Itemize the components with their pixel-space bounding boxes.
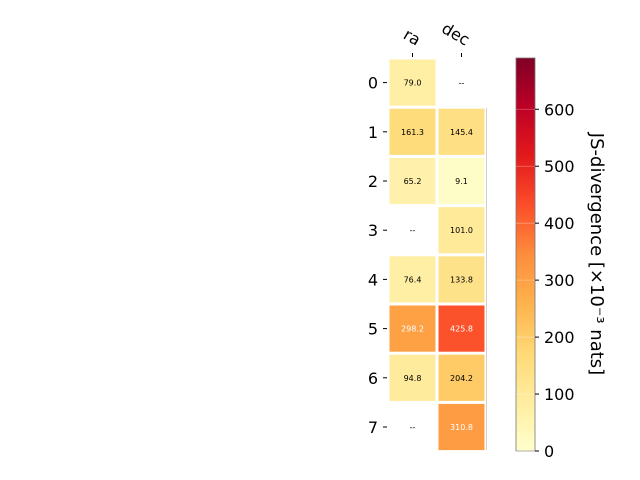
cell-missing-label: --	[410, 423, 416, 432]
heatmap-cell	[438, 207, 485, 254]
y-tick-label: 0	[368, 74, 378, 93]
cell-value-label: 133.8	[450, 275, 473, 284]
cell-value-label: 9.1	[455, 177, 468, 186]
heatmap-cell	[389, 59, 436, 106]
y-tick-label: 1	[368, 123, 378, 142]
heatmap-cell	[438, 108, 485, 155]
heatmap-cell	[438, 157, 485, 205]
cell-value-label: 76.4	[404, 275, 422, 284]
heatmap-cell	[389, 354, 436, 401]
y-tick-label: 2	[368, 172, 378, 191]
colorbar-ticks: 0 100 200 300 400 500 600	[516, 100, 575, 461]
heatmap-cell	[389, 256, 436, 303]
cell-value-label: 298.2	[401, 325, 424, 334]
colorbar: 0 100 200 300 400 500 600 JS-divergence [×10⁻³…	[515, 57, 607, 461]
colorbar-tick-label: 0	[544, 442, 554, 461]
colorbar-tick-label: 600	[544, 100, 575, 119]
y-axis: 0 1 2 3 4 5 6 7	[368, 74, 387, 437]
cell-missing-label: --	[459, 79, 465, 88]
x-axis: ra dec	[400, 19, 473, 57]
x-tick-label: dec	[439, 19, 473, 50]
y-tick-label: 6	[368, 369, 378, 388]
cell-value-label: 310.8	[450, 423, 473, 432]
cell-value-label: 94.8	[404, 374, 422, 383]
cell-value-label: 101.0	[450, 226, 473, 235]
heatmap-cell	[438, 354, 485, 401]
colorbar-label: JS-divergence [×10⁻³ nats]	[586, 132, 607, 375]
cell-value-label: 65.2	[404, 177, 422, 186]
cell-value-label: 204.2	[450, 374, 473, 383]
heatmap-cell	[438, 403, 485, 451]
heatmap-cell	[389, 305, 436, 352]
y-tick-label: 3	[368, 221, 378, 240]
heatmap-cell	[438, 256, 485, 303]
colorbar-tick-label: 400	[544, 214, 575, 233]
colorbar-gradient	[515, 57, 536, 452]
colorbar-tick-label: 500	[544, 157, 575, 176]
heatmap-cell	[389, 157, 436, 205]
y-tick-label: 7	[368, 418, 378, 437]
heatmap-cell	[438, 305, 485, 352]
cell-missing-label: --	[410, 226, 416, 235]
x-tick-label: ra	[400, 25, 424, 50]
colorbar-tick-label: 300	[544, 271, 575, 290]
heatmap-cells: 79.0 -- 161.3 145.4 65.2 9.1 -- 101.0 76.4 133.8 2…	[389, 59, 485, 451]
colorbar-tick-label: 200	[544, 328, 575, 347]
colorbar-tick-label: 100	[544, 385, 575, 404]
cell-value-label: 79.0	[404, 79, 422, 88]
cell-value-label: 161.3	[401, 128, 424, 137]
y-tick-label: 5	[368, 320, 378, 339]
cell-value-label: 425.8	[450, 325, 473, 334]
y-tick-label: 4	[368, 270, 378, 289]
heatmap-cell	[389, 108, 436, 155]
cell-value-label: 145.4	[450, 128, 473, 137]
